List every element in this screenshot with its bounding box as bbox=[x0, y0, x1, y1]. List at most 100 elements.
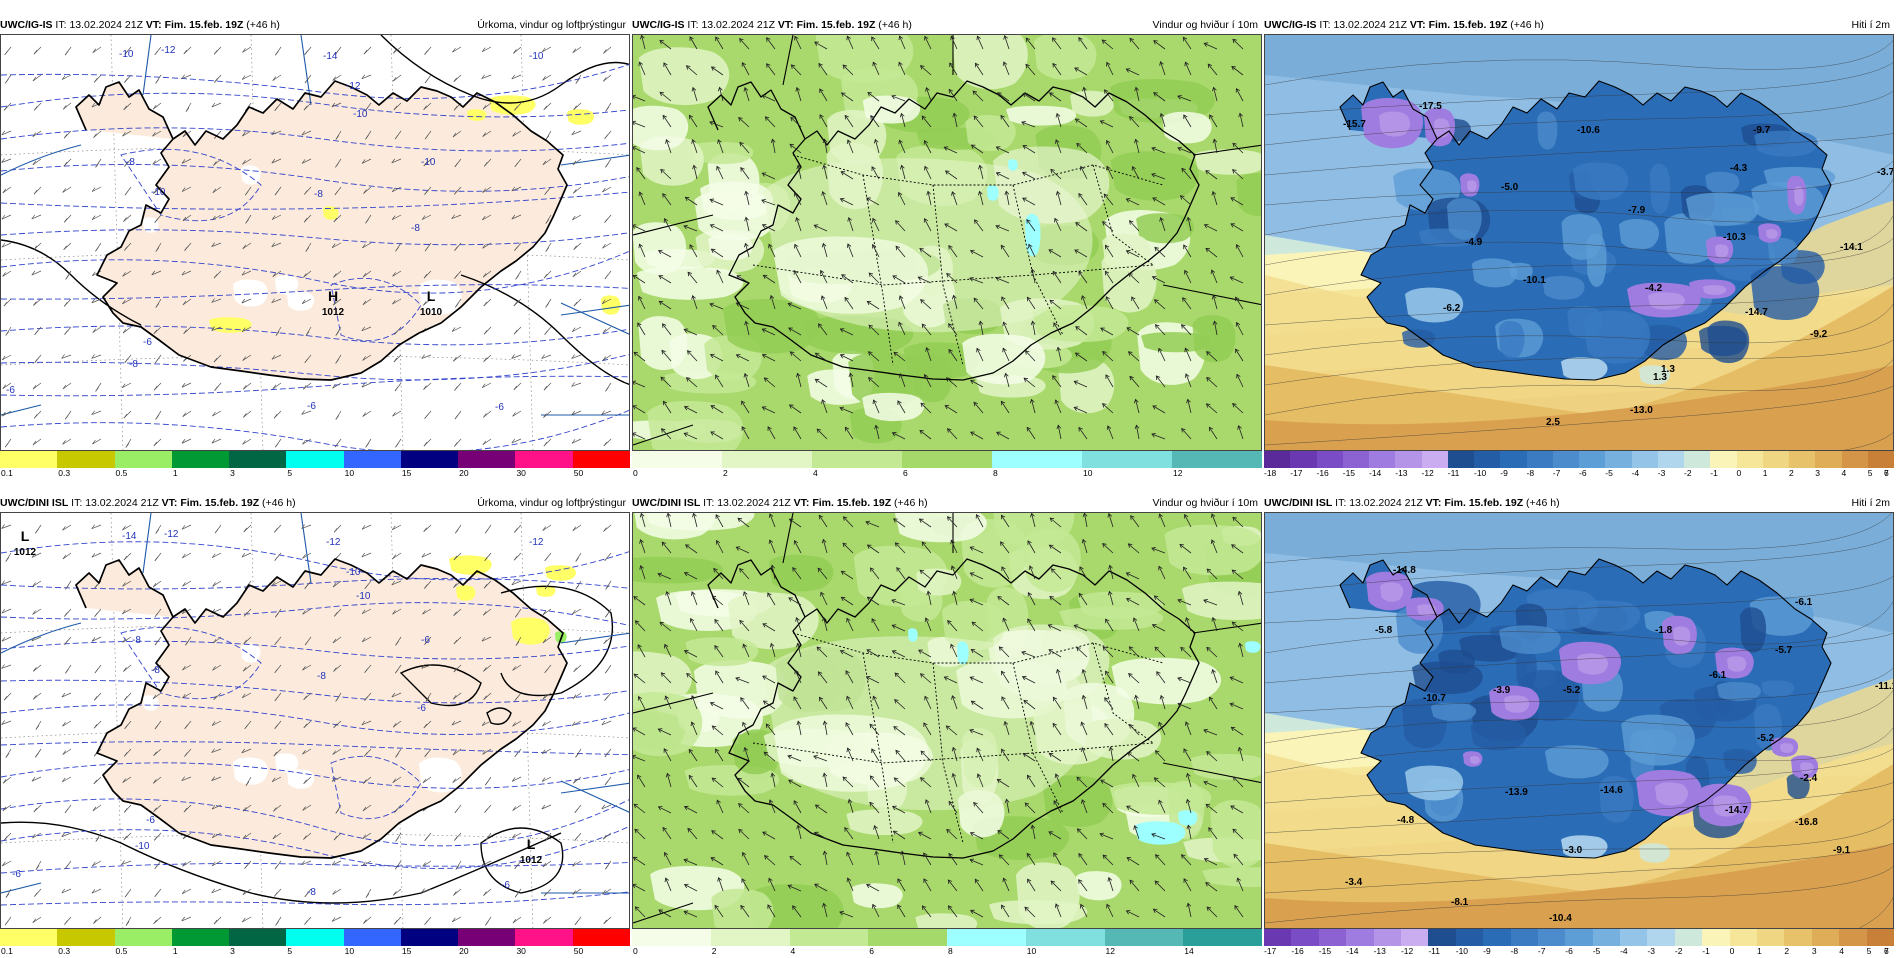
colorbar-swatch bbox=[1647, 929, 1675, 946]
map-area[interactable]: -14.8 -5.8 -10.7 -3.9 -5.2 -1.8 -6.1 -5.7 -6.1 -1… bbox=[1264, 512, 1894, 929]
temperature-label: -14.7 bbox=[1725, 805, 1748, 816]
colorbar-labels: 0.1 0.3 0.5 1 3 5 10 15 20 30 50 bbox=[0, 946, 630, 958]
temperature-area bbox=[1561, 835, 1608, 859]
wind-speed-area bbox=[846, 809, 923, 836]
colorbar bbox=[0, 451, 630, 468]
colorbar-swatch bbox=[710, 929, 790, 946]
colorbar-swatch bbox=[114, 929, 172, 946]
precip-area bbox=[323, 206, 339, 220]
colorbar bbox=[1264, 451, 1894, 468]
temperature-label: -6.1 bbox=[1795, 597, 1813, 608]
colorbar-labels: -18 -17 -16 -15 -14 -13 -12 -11 -10 -9 -8 -7 -6 -5 -4-… bbox=[1264, 468, 1894, 480]
isotherm bbox=[1265, 513, 1892, 564]
contour-label: -14 bbox=[122, 531, 137, 542]
isotherm bbox=[1265, 818, 1893, 864]
colorbar-tick-label: 1 bbox=[172, 946, 178, 956]
wind-speed-area bbox=[1162, 111, 1212, 144]
boundary-line bbox=[560, 154, 629, 166]
gust-area bbox=[1178, 810, 1198, 826]
temperature-area bbox=[1498, 625, 1561, 654]
temperature-area bbox=[1621, 714, 1695, 766]
isotherm bbox=[1265, 576, 1893, 624]
contour-label: -6 bbox=[307, 401, 316, 412]
temperature-label: -10.4 bbox=[1549, 913, 1572, 924]
wind-speed-area bbox=[915, 913, 978, 928]
map-area[interactable] bbox=[632, 34, 1262, 451]
wind-speed-area bbox=[1077, 591, 1164, 619]
cold-area bbox=[1504, 695, 1530, 713]
model-name: UWC/DINI ISL bbox=[0, 497, 69, 509]
colorbar-tick-label: 0.3 bbox=[58, 946, 71, 956]
contour-label: -12 bbox=[326, 537, 341, 548]
valid-time: Fim. 15.feb. 19Z bbox=[796, 19, 876, 31]
contour-label: -6 bbox=[143, 337, 152, 348]
colorbar-tick-label: 0 bbox=[1736, 468, 1742, 478]
colorbar-labels: 0.1 0.3 0.5 1 3 5 10 15 20 30 50 bbox=[0, 468, 630, 480]
wind-speed-area bbox=[851, 883, 903, 909]
isotherm bbox=[1265, 601, 1893, 654]
temperature-area bbox=[1639, 843, 1671, 863]
wind-speed-area bbox=[1236, 173, 1261, 217]
init-time: 13.02.2024 21Z bbox=[85, 497, 159, 509]
map-canvas bbox=[633, 35, 1261, 450]
colorbar-swatch bbox=[400, 929, 459, 946]
colorbar-swatch bbox=[1342, 451, 1369, 468]
colorbar-swatch bbox=[1318, 929, 1347, 946]
map-canvas: -14.8 -5.8 -10.7 -3.9 -5.2 -1.8 -6.1 -5.7 -6.1 -1… bbox=[1265, 513, 1893, 928]
colorbar-swatch bbox=[1552, 451, 1579, 468]
pressure-system-letter: L bbox=[527, 836, 536, 852]
temperature-label: -6.2 bbox=[1443, 303, 1461, 314]
panel-header: UWC/DINI ISL IT: 13.02.2024 21Z VT: Fim.… bbox=[0, 496, 630, 510]
colorbar-tick-label: 4 bbox=[1841, 468, 1847, 478]
contour-label: -10 bbox=[356, 591, 371, 602]
map-area[interactable]: -10 -12 -14 -12 -10 -8 -10 -8 -8 -10 -6 -6 -6 -6 -8 -10… bbox=[0, 34, 630, 451]
colorbar-swatch bbox=[1346, 929, 1374, 946]
coastline bbox=[75, 558, 568, 859]
boundary-line bbox=[560, 632, 629, 644]
colorbar-swatch bbox=[1762, 451, 1789, 468]
colorbar-swatch bbox=[992, 451, 1082, 468]
temperature-contour bbox=[120, 148, 262, 222]
colorbar-tick-label: 3 bbox=[1815, 468, 1820, 478]
precip-area bbox=[489, 95, 536, 115]
contour-label: -10 bbox=[421, 157, 436, 168]
map-area[interactable] bbox=[632, 512, 1262, 929]
temperature-contour bbox=[1, 541, 629, 581]
model-name: UWC/IG-IS bbox=[1264, 19, 1317, 31]
colorbar-tick-label: 2 bbox=[723, 468, 728, 478]
it-label: IT: bbox=[1319, 19, 1331, 31]
vt-label: VT: bbox=[1409, 19, 1426, 31]
temperature-area bbox=[1716, 682, 1761, 701]
colorbar-labels: -17 -16 -15 -14 -13 -12 -11 -10 -9 -8 -7 -6 -5 -4 -3 -2… bbox=[1264, 946, 1894, 958]
colorbar-tick-label: -7 bbox=[1552, 468, 1561, 478]
boundary-line bbox=[782, 35, 794, 86]
map-canvas: -15.7 -17.5 -10.6 -9.7 -5.0 -7.9 -4.3 -3.7 -4.9 -… bbox=[1265, 35, 1893, 450]
isotherm bbox=[1265, 61, 1893, 116]
contour-label: -10 bbox=[346, 567, 361, 578]
temperature-area bbox=[1761, 680, 1795, 697]
model-name: UWC/IG-IS bbox=[0, 19, 53, 31]
temperature-label: -8.1 bbox=[1451, 897, 1469, 908]
colorbar-tick-label: -8 bbox=[1526, 468, 1535, 478]
region-boundary bbox=[932, 184, 964, 366]
colorbar-tick-label: 7 bbox=[1884, 468, 1889, 478]
temperature-label: -10.7 bbox=[1423, 693, 1446, 704]
map-area[interactable]: -14 -12 -12 -10 -10 -8 -8 -8 -6 -6 -6 -8 -6 -6 -10 -12 L… bbox=[0, 512, 630, 929]
valid-time: Fim. 15.feb. 19Z bbox=[812, 497, 892, 509]
region-boundary bbox=[862, 652, 894, 844]
wind-arrows bbox=[633, 513, 1244, 918]
region-boundary bbox=[752, 264, 1154, 286]
boundary-line bbox=[1192, 144, 1261, 156]
isotherm bbox=[1265, 748, 1893, 804]
temperature-contour bbox=[1, 762, 629, 789]
temperature-label: -16.8 bbox=[1795, 817, 1818, 828]
wind-speed-area bbox=[1164, 524, 1261, 576]
contour-label: -8 bbox=[126, 157, 135, 168]
colorbar-swatch bbox=[868, 929, 947, 946]
colorbar-swatch bbox=[229, 929, 287, 946]
colorbar-tick-label: 10 bbox=[344, 468, 355, 478]
precip-area bbox=[449, 555, 492, 575]
temperature-area bbox=[1411, 661, 1483, 695]
pressure-system-letter: H bbox=[328, 288, 338, 304]
map-area[interactable]: -15.7 -17.5 -10.6 -9.7 -5.0 -7.9 -4.3 -3.7 -4.9 -… bbox=[1264, 34, 1894, 451]
